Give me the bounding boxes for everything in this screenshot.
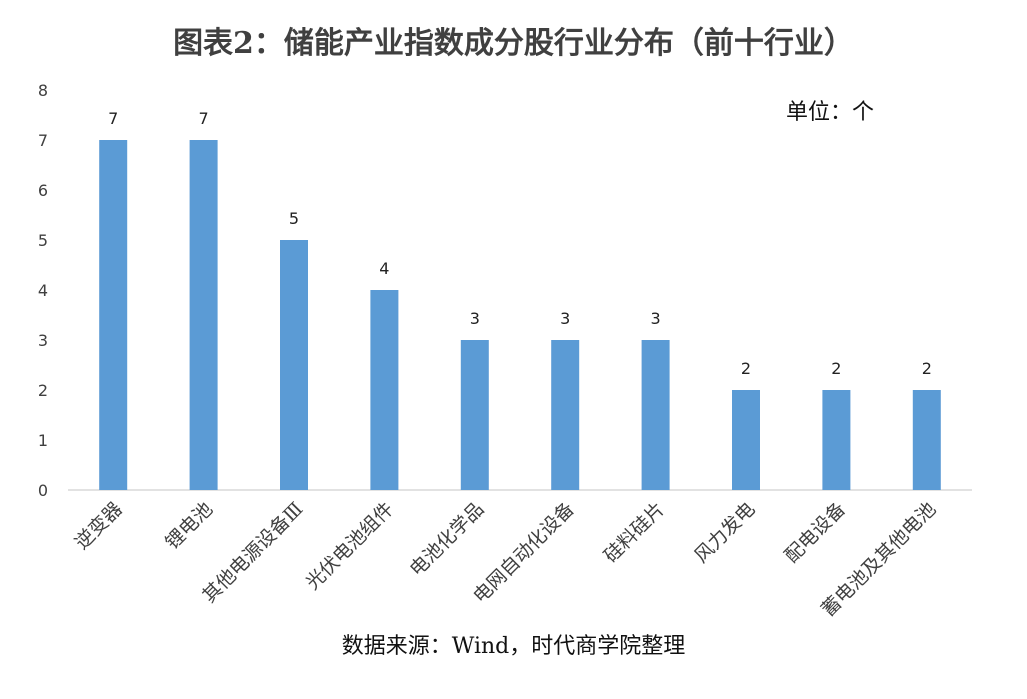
bar: [551, 340, 580, 490]
y-tick-label: 4: [38, 281, 48, 300]
data-label: 2: [831, 359, 841, 378]
x-tick-label: 配电设备: [781, 498, 850, 567]
y-axis-ticks: 0 1 2 3 4 5 6 7 8: [38, 81, 48, 500]
bar: [189, 140, 218, 490]
data-label: 2: [922, 359, 932, 378]
y-tick-label: 0: [38, 481, 48, 500]
y-tick-label: 6: [38, 181, 48, 200]
y-tick-label: 1: [38, 431, 48, 450]
bar: [370, 290, 399, 490]
bar: [99, 140, 128, 490]
bar: [732, 390, 760, 490]
bar: [280, 240, 308, 490]
category-labels: 逆变器 锂电池其他电源设备Ⅲ光伏电池组件 电池化学品电网自动化设备 硅料硅片 风力发电配…: [71, 498, 940, 621]
source-note: 数据来源：Wind，时代商学院整理: [341, 634, 686, 659]
data-label: 3: [470, 309, 480, 328]
x-tick-label: 风力发电: [690, 498, 759, 567]
data-label: 3: [560, 309, 570, 328]
y-tick-label: 5: [38, 231, 48, 250]
x-tick-label: 硅料硅片: [600, 498, 669, 567]
data-labels: 7 7 5 4 3 3 3 2 2 2: [108, 109, 932, 378]
y-tick-label: 7: [38, 131, 48, 150]
data-label: 2: [741, 359, 751, 378]
data-label: 3: [651, 309, 661, 328]
x-tick-label: 锂电池: [161, 498, 217, 554]
bar: [822, 390, 851, 490]
data-label: 5: [289, 209, 299, 228]
y-tick-label: 3: [38, 331, 48, 350]
x-tick-label: 逆变器: [71, 498, 127, 554]
data-label: 4: [379, 259, 389, 278]
bar: [912, 390, 941, 490]
data-label: 7: [108, 109, 118, 128]
unit-label: 单位：个: [786, 100, 875, 125]
x-tick-label: 光伏电池组件: [302, 498, 398, 594]
bars: [99, 140, 941, 490]
x-tick-label: 电池化学品: [406, 498, 489, 581]
y-tick-label: 8: [38, 81, 48, 100]
data-label: 7: [199, 109, 209, 128]
bar: [641, 340, 670, 490]
bar: [460, 340, 489, 490]
y-tick-label: 2: [38, 381, 48, 400]
chart-title: 图表2：储能产业指数成分股行业分布（前十行业）: [173, 26, 854, 61]
